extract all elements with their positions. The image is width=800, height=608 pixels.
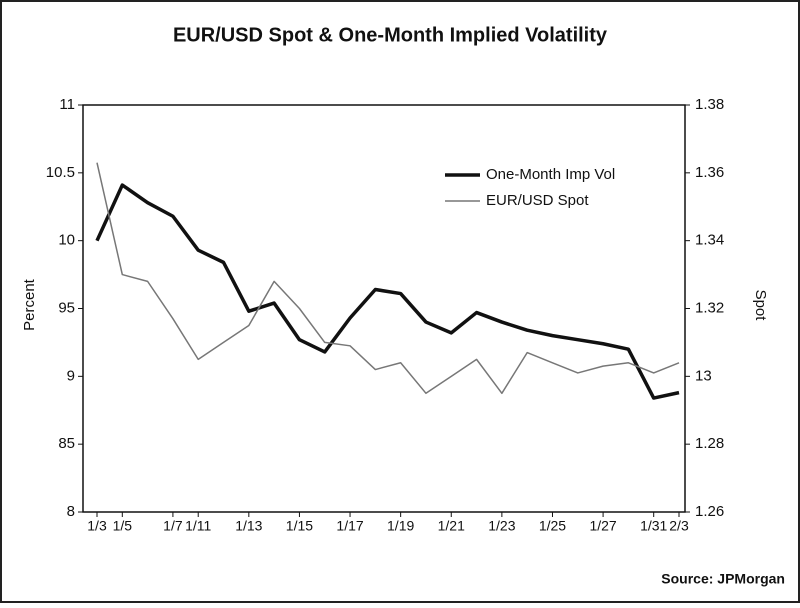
x-tick-label: 1/19 [387, 518, 414, 534]
x-tick-label: 1/23 [488, 518, 515, 534]
x-tick-label: 1/11 [185, 518, 211, 534]
x-tick-label: 1/25 [539, 518, 566, 534]
y-tick-label: 95 [58, 299, 75, 316]
line-series [95, 183, 680, 400]
x-tick-label: 1/13 [235, 518, 262, 534]
y2-tick-label: 1.28 [695, 435, 724, 452]
legend-label: One-Month Imp Vol [486, 166, 615, 183]
y2-axis-label: Spot [752, 290, 769, 322]
x-tick-label: 1/21 [438, 518, 465, 534]
y-tick-label: 8 [67, 503, 75, 520]
x-tick-label: 1/27 [589, 518, 616, 534]
y-tick-label: 11 [59, 96, 75, 113]
chart-title: EUR/USD Spot & One-Month Implied Volatil… [173, 24, 608, 46]
x-tick-label: 1/17 [336, 518, 363, 534]
x-tick-label: 1/15 [286, 518, 313, 534]
y-tick-label: 10.5 [46, 164, 75, 181]
y-tick-label: 9 [67, 367, 75, 384]
y-tick-label: 85 [58, 435, 75, 452]
y2-tick-label: 1.34 [695, 232, 724, 249]
x-tick-label: 2/3 [669, 518, 689, 534]
y-tick-label: 10 [58, 232, 75, 249]
x-tick-label: 1/5 [113, 518, 133, 534]
line-series [96, 162, 680, 395]
y-axis-label: Percent [21, 278, 38, 331]
x-tick-label: 1/7 [163, 518, 183, 534]
y2-tick-label: 1.36 [695, 164, 724, 181]
y2-tick-label: 13 [695, 367, 712, 384]
x-tick-label: 1/31 [640, 518, 667, 534]
y2-tick-label: 1.38 [695, 96, 724, 113]
source: Source: JPMorgan [661, 571, 785, 587]
x-tick-label: 1/3 [87, 518, 107, 534]
y2-tick-label: 1.26 [695, 503, 724, 520]
legend-label: EUR/USD Spot [486, 192, 589, 209]
y2-tick-label: 1.32 [695, 299, 724, 316]
